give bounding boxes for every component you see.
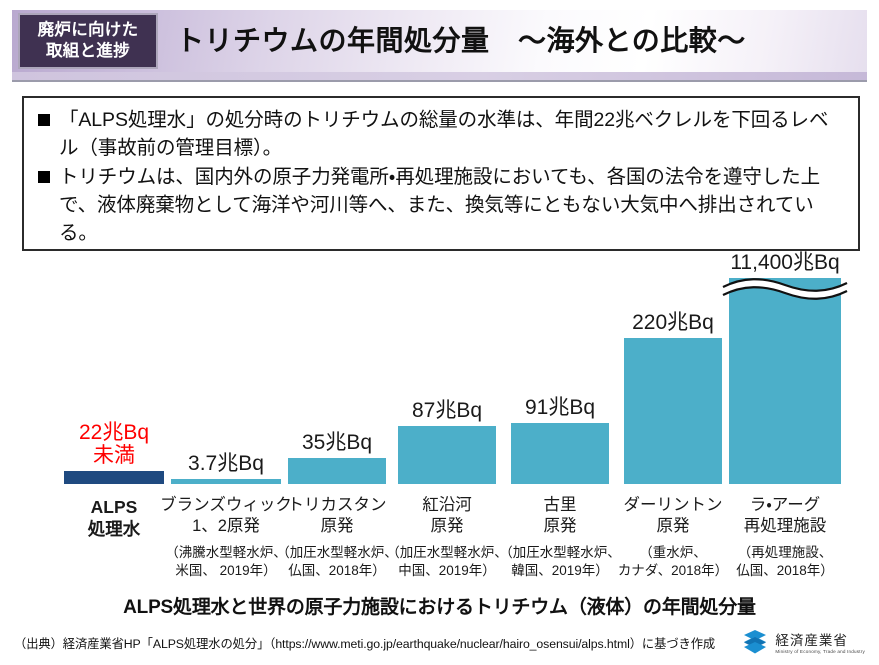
bar-value-label-kori: 91兆Bq	[471, 396, 649, 420]
subnote-line-1: （加圧水型軽水炉、	[499, 545, 621, 561]
subnote-line-1: （再処理施設、	[737, 545, 833, 561]
value-line-1: 11,400兆Bq	[730, 251, 840, 275]
meti-logo-text: 経済産業省 Ministry of Economy, Trade and Ind…	[775, 633, 865, 655]
bar-category-label-lahague: ラ・アーグ再処理施設	[695, 495, 875, 537]
value-line-1: 87兆Bq	[411, 399, 483, 423]
bar-alps	[64, 471, 164, 484]
bullet-item: トリチウムは、国内外の原子力発電所・再処理施設においても、各国の法令を遵守した上…	[38, 164, 846, 247]
meti-name-ja: 経済産業省	[775, 633, 848, 648]
value-line-1: 22兆Bq	[78, 420, 150, 444]
meti-name-en: Ministry of Economy, Trade and Industry	[775, 649, 865, 655]
meti-emblem-icon	[742, 629, 768, 660]
subnote-line-1: （重水炉、	[639, 545, 707, 561]
bar-column-brunswick: 3.7兆Bq ブランズウィック 1、2原発 （沸騰水型軽水炉、 米国、 2019年）	[160, 255, 292, 585]
page-title: トリチウムの年間処分量 〜海外との比較〜	[176, 25, 746, 56]
bar-kori	[511, 423, 609, 484]
bullet-item: 「ALPS処理水」の処分時のトリチウムの総量の水準は、年間22兆ベクレルを下回る…	[38, 107, 846, 162]
bar-category-label-tricastin: トリカスタン 原発	[254, 495, 420, 537]
chart-caption: ALPS処理水と世界の原子力施設におけるトリチウム（液体）の年間処分量	[123, 597, 756, 618]
bar-brunswick	[171, 479, 281, 484]
category-line-1: ラ・アーグ	[749, 496, 821, 515]
bar-subnote-kori: （加圧水型軽水炉、 韓国、2019年）	[477, 544, 643, 580]
meti-logo: 経済産業省 Ministry of Economy, Trade and Ind…	[742, 629, 865, 660]
bullet-text: トリチウムは、国内外の原子力発電所・再処理施設においても、各国の法令を遵守した上…	[59, 166, 820, 244]
bar-subnote-brunswick: （沸騰水型軽水炉、 米国、 2019年）	[137, 544, 315, 580]
bar-category-label-kori: 古里 原発	[477, 495, 643, 537]
bar-hongyanhe	[398, 426, 496, 484]
subnote-line-2: 韓国、2019年）	[511, 563, 609, 579]
bar-value-label-alps: 22兆Bq 未満	[24, 421, 204, 468]
bar-category-label-hongyanhe: 紅沿河 原発	[364, 495, 530, 537]
slide-header-underline	[12, 72, 867, 82]
bullet-text: 「ALPS処理水」の処分時のトリチウムの総量の水準は、年間22兆ベクレルを下回る…	[59, 109, 829, 159]
bar-subnote-darlington: （重水炉、カナダ、2018年）	[590, 544, 756, 580]
bar-column-alps: 22兆Bq 未満 ALPS 処理水	[64, 255, 164, 585]
bar-value-label-tricastin: 35兆Bq	[248, 431, 426, 455]
bar-column-hongyanhe: 87兆Bq 紅沿河原発 （加圧水型軽水炉、 中国、2019年）	[386, 255, 508, 585]
source-note: （出典）経済産業省HP「ALPS処理水の処分」（https://www.meti…	[14, 637, 716, 651]
subnote-line-1: （加圧水型軽水炉、	[386, 545, 508, 561]
bar-column-tricastin: 35兆Bq トリカスタン 原発 （加圧水型軽水炉、 仏国、2018年）	[276, 255, 398, 585]
subnote-line-1: （加圧水型軽水炉、	[276, 545, 398, 561]
category-line-1: 紅沿河	[422, 496, 472, 515]
bar-column-kori: 91兆Bq 古里原発 （加圧水型軽水炉、 韓国、2019年）	[499, 255, 621, 585]
category-line-2: 原発	[656, 517, 690, 536]
bar-category-label-alps: ALPS 処理水	[30, 496, 198, 540]
subnote-line-2: 中国、2019年）	[398, 563, 496, 579]
category-line-2: 再処理施設	[743, 517, 827, 536]
subnote-line-1: （沸騰水型軽水炉、	[165, 545, 287, 561]
category-line-2: 原発	[543, 517, 577, 536]
summary-bullet-box: 「ALPS処理水」の処分時のトリチウムの総量の水準は、年間22兆ベクレルを下回る…	[22, 96, 860, 251]
bar-value-label-brunswick: 3.7兆Bq	[131, 452, 321, 476]
bar-column-lahague: 11,400兆Bq ラ・アーグ再処理施設 （再処理施設、 仏国、2018年）	[721, 251, 849, 585]
header-badge-line2: 取組と進捗	[46, 42, 130, 60]
bar-value-label-darlington: 220兆Bq	[584, 311, 762, 335]
value-line-1: 3.7兆Bq	[188, 452, 264, 476]
category-line-2: 1、2原発	[192, 517, 260, 536]
value-line-2: 未満	[93, 444, 135, 468]
category-line-2: 原発	[320, 517, 354, 536]
square-bullet-icon	[38, 171, 50, 184]
category-line-1: 古里	[543, 496, 577, 515]
subnote-line-2: 仏国、2018年）	[736, 563, 834, 579]
category-line-1: トリカスタン	[287, 496, 387, 515]
value-line-1: 91兆Bq	[524, 396, 596, 420]
header-section-badge: 廃炉に向けた 取組と進捗	[18, 13, 158, 69]
value-line-1: 35兆Bq	[301, 431, 373, 455]
category-line-1: ダーリントン	[623, 496, 723, 515]
bar-tricastin	[288, 458, 386, 484]
bar-subnote-tricastin: （加圧水型軽水炉、 仏国、2018年）	[254, 544, 420, 580]
square-bullet-icon	[38, 114, 50, 126]
bar-darlington	[624, 338, 722, 484]
category-line-2: 処理水	[87, 518, 141, 539]
bar-lahague	[729, 278, 841, 484]
subnote-line-2: カナダ、2018年）	[617, 563, 729, 579]
subnote-line-2: 仏国、2018年）	[288, 563, 386, 579]
category-line-1: ブランズウィック	[160, 496, 292, 515]
bar-value-label-lahague: 11,400兆Bq	[689, 251, 879, 275]
bar-column-darlington: 220兆Bq ダーリントン 原発 （重水炉、カナダ、2018年）	[618, 255, 728, 585]
bar-category-label-brunswick: ブランズウィック 1、2原発	[137, 495, 315, 537]
category-line-1: ALPS	[90, 496, 138, 517]
bar-value-label-hongyanhe: 87兆Bq	[358, 399, 536, 423]
header-badge-line1: 廃炉に向けた	[37, 20, 139, 39]
category-line-2: 原発	[430, 517, 464, 536]
bar-subnote-hongyanhe: （加圧水型軽水炉、 中国、2019年）	[364, 544, 530, 580]
value-line-1: 220兆Bq	[632, 311, 714, 335]
bar-subnote-lahague: （再処理施設、 仏国、2018年）	[695, 544, 875, 580]
bar-category-label-darlington: ダーリントン 原発	[590, 495, 756, 537]
subnote-line-2: 米国、 2019年）	[175, 563, 277, 579]
tritium-bar-chart: 22兆Bq 未満 ALPS 処理水 3.7兆Bq ブランズウィック 1、2原発 （沸騰水型軽水…	[0, 251, 879, 585]
